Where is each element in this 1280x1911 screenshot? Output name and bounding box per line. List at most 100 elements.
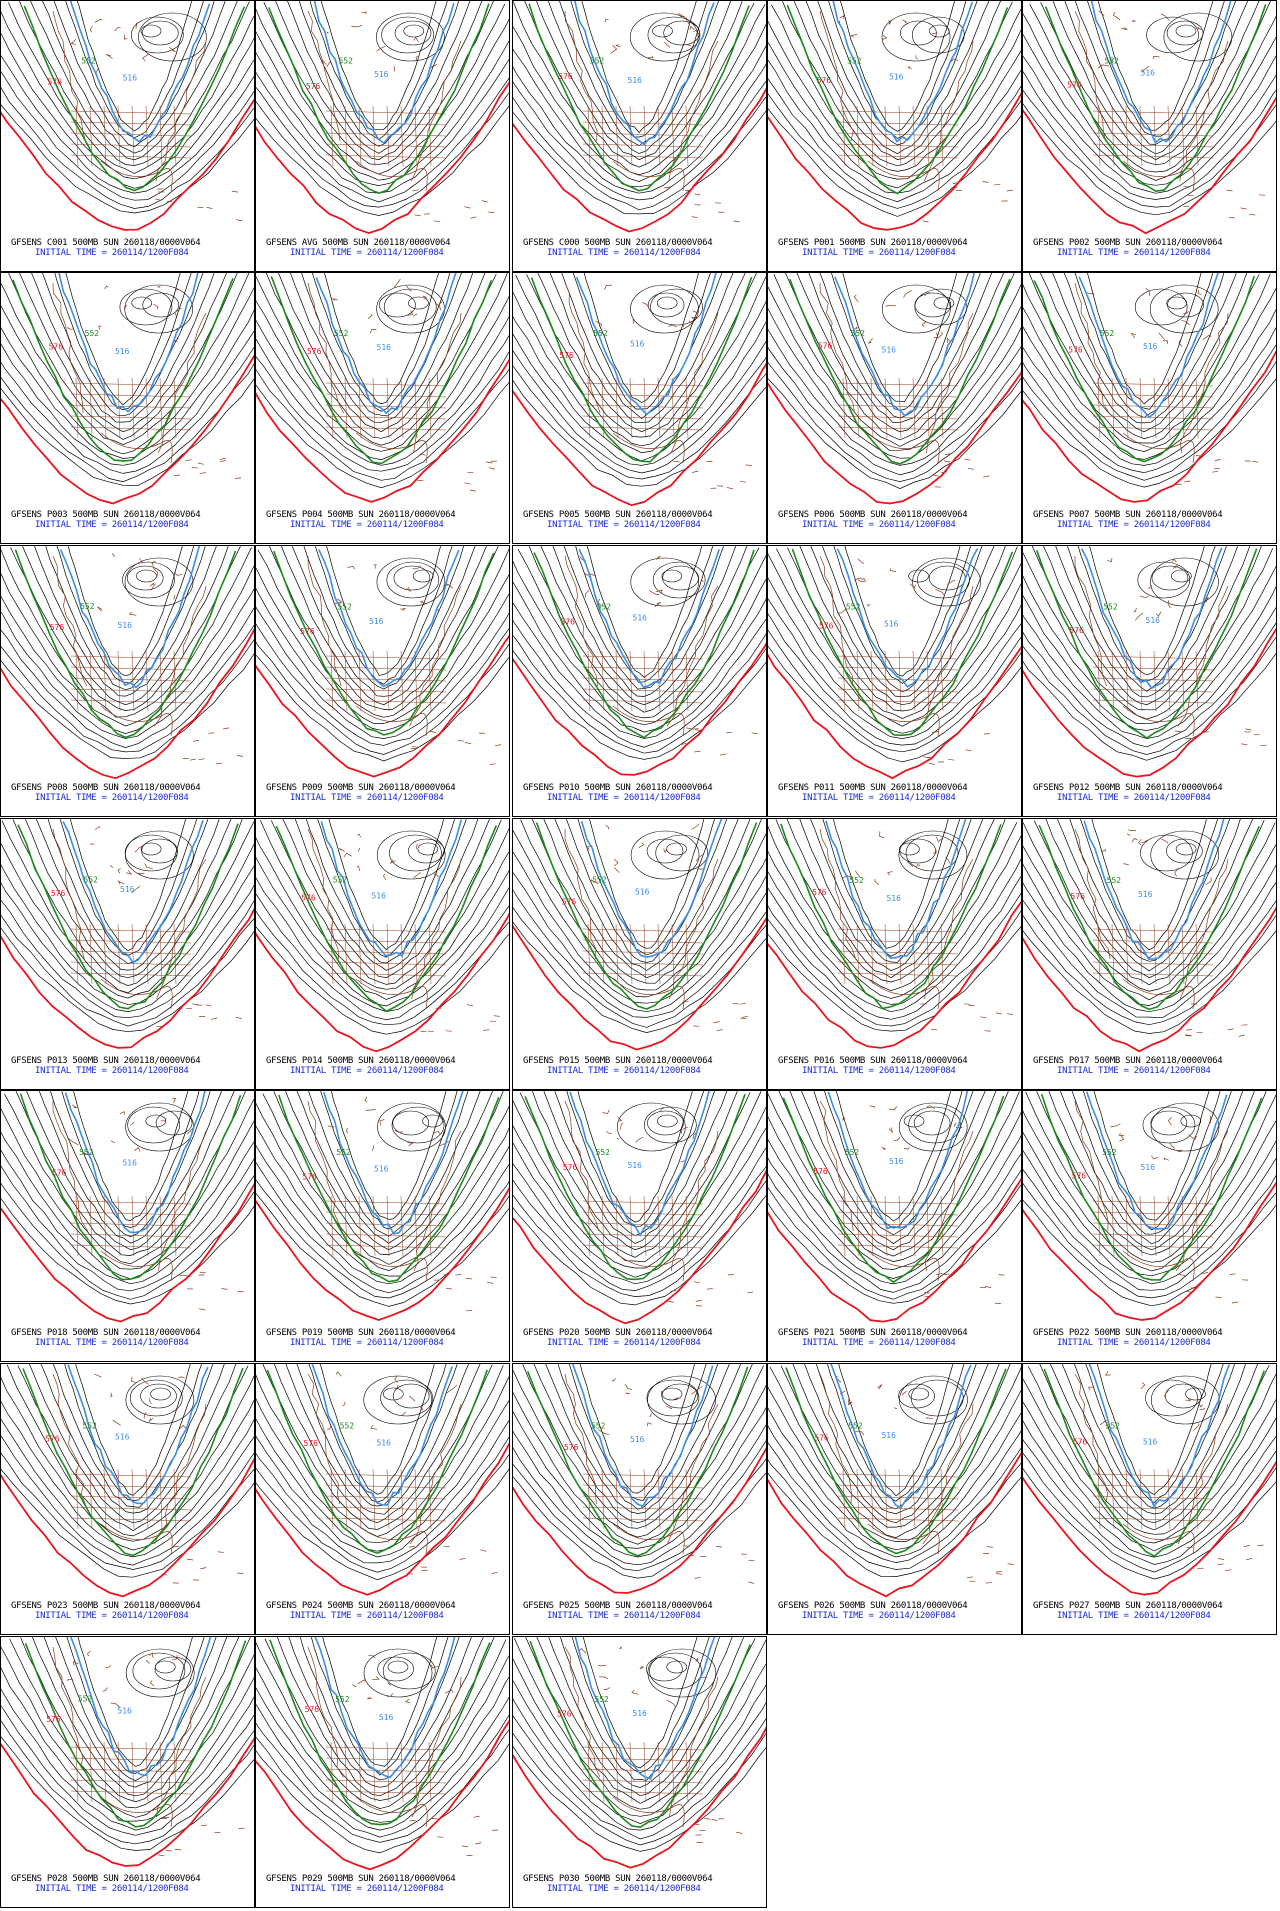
black-low-contour: [652, 561, 706, 599]
panel-caption-member: GFSENS P024 500MB SUN 260118/0000V064: [266, 1601, 456, 1611]
black-height-contour: [29, 1364, 237, 1524]
panel-caption-member: GFSENS P016 500MB SUN 260118/0000V064: [778, 1056, 968, 1066]
height-contour-map: 576 552 516: [1, 1364, 254, 1598]
black-low-contour: [898, 1383, 935, 1409]
black-height-contour: [45, 546, 206, 691]
black-height-contour: [1023, 361, 1276, 481]
blue-516-contour: [323, 1091, 464, 1235]
black-height-contour: [577, 1091, 693, 1223]
black-height-contour: [1023, 622, 1276, 748]
black-low-contour: [142, 292, 180, 318]
black-height-contour: [513, 620, 766, 748]
black-low-contour: [392, 1110, 430, 1136]
black-low-contour: [898, 830, 968, 880]
green-contour-label: 552: [592, 876, 607, 885]
black-height-contour: [513, 1745, 766, 1852]
map-boundaries: [819, 828, 1013, 1032]
black-low-contour: [1150, 557, 1219, 607]
height-contour-map: 576 552 516: [1, 819, 254, 1049]
panel-caption-init-time: INITIAL TIME = 260114/1200F084: [1057, 1611, 1211, 1621]
black-height-contour: [1, 914, 254, 1027]
black-height-contour: [768, 1134, 1021, 1279]
black-height-contour: [513, 365, 766, 480]
black-height-contour: [1023, 899, 1276, 1019]
black-low-contour: [898, 1102, 968, 1152]
black-height-contour: [1, 565, 254, 727]
black-height-contour: [768, 910, 1021, 1027]
black-height-contour: [768, 93, 1021, 209]
black-height-contour: [54, 273, 192, 411]
black-height-contour: [768, 1472, 1021, 1577]
ensemble-member-panel: 576 552 516 GFSENS P022 500MB SUN 260118/00…: [1022, 1090, 1277, 1362]
panel-caption-init-time: INITIAL TIME = 260114/1200F084: [547, 1611, 701, 1621]
ensemble-member-panel: 576 552 516 GFSENS P024 500MB SUN 260118/00…: [255, 1363, 510, 1635]
black-height-contour: [513, 291, 766, 454]
black-height-contour: [1023, 548, 1274, 720]
black-height-contour: [291, 546, 476, 697]
height-contour-map: 576 552 516: [256, 546, 509, 778]
green-contour-label: 552: [590, 57, 605, 66]
black-height-contour: [786, 819, 995, 979]
red-576-contour: [256, 81, 509, 235]
black-height-contour: [543, 1091, 728, 1244]
black-height-contour: [257, 548, 509, 718]
black-height-contour: [840, 1, 955, 132]
black-low-contour: [382, 1652, 436, 1690]
black-low-contour: [140, 1383, 177, 1409]
black-height-contour: [42, 1, 226, 154]
black-height-contour: [570, 1, 708, 138]
blue-516-contour: [64, 1091, 206, 1234]
blue-516-contour: [313, 1, 455, 145]
red-576-contour: [513, 1447, 766, 1594]
black-height-contour: [1, 882, 254, 1012]
panel-caption-init-time: INITIAL TIME = 260114/1200F084: [802, 1066, 956, 1076]
black-low-contour: [145, 1114, 167, 1128]
map-boundaries: [52, 1646, 245, 1857]
ensemble-member-panel: 576 552 516 GFSENS P001 500MB SUN 260118/00…: [767, 0, 1022, 272]
black-height-contour: [1, 32, 254, 189]
height-contour-map: 576 552 516: [1, 546, 254, 780]
blue-516-contour: [59, 546, 201, 689]
green-552-contour: [524, 1093, 746, 1281]
map-boundaries: [307, 828, 500, 1033]
blue-contour-label: 516: [1141, 69, 1156, 78]
black-height-contour: [768, 1169, 1021, 1293]
panel-caption-init-time: INITIAL TIME = 260114/1200F084: [1057, 248, 1211, 258]
blue-516-contour: [62, 819, 204, 964]
green-552-contour: [535, 822, 758, 1010]
red-576-contour: [256, 1187, 509, 1321]
black-height-contour: [537, 273, 746, 433]
black-height-contour: [1023, 273, 1271, 444]
black-height-contour: [256, 910, 509, 1026]
black-height-contour: [303, 546, 465, 690]
red-contour-label: 576: [1067, 80, 1082, 89]
panel-caption-member: GFSENS P027 500MB SUN 260118/0000V064: [1033, 1601, 1223, 1611]
black-height-contour: [1, 1688, 254, 1831]
black-height-contour: [796, 273, 1005, 433]
black-height-contour: [810, 819, 972, 963]
green-contour-label: 552: [334, 329, 349, 338]
red-contour-label: 576: [558, 72, 573, 81]
red-576-contour: [1023, 96, 1276, 235]
map-boundaries: [819, 282, 990, 488]
black-height-contour: [1023, 1452, 1276, 1573]
black-height-contour: [305, 819, 467, 964]
height-contour-map: 576 552 516: [256, 819, 509, 1053]
red-576-contour: [513, 362, 766, 507]
black-low-contour: [1137, 561, 1191, 599]
black-height-contour: [524, 1, 755, 168]
black-height-contour: [560, 1637, 720, 1781]
black-height-contour: [256, 567, 509, 724]
black-height-contour: [771, 4, 1021, 172]
red-contour-label: 576: [304, 1439, 319, 1448]
black-height-contour: [801, 1091, 986, 1245]
black-height-contour: [513, 1147, 766, 1285]
red-contour-label: 576: [47, 78, 62, 87]
black-low-contour: [150, 1387, 171, 1401]
red-576-contour: [513, 642, 766, 776]
black-height-contour: [1093, 1091, 1210, 1221]
black-height-contour: [571, 1637, 710, 1773]
black-height-contour: [1091, 819, 1207, 951]
black-height-contour: [768, 1442, 1021, 1563]
black-low-contour: [376, 284, 445, 334]
